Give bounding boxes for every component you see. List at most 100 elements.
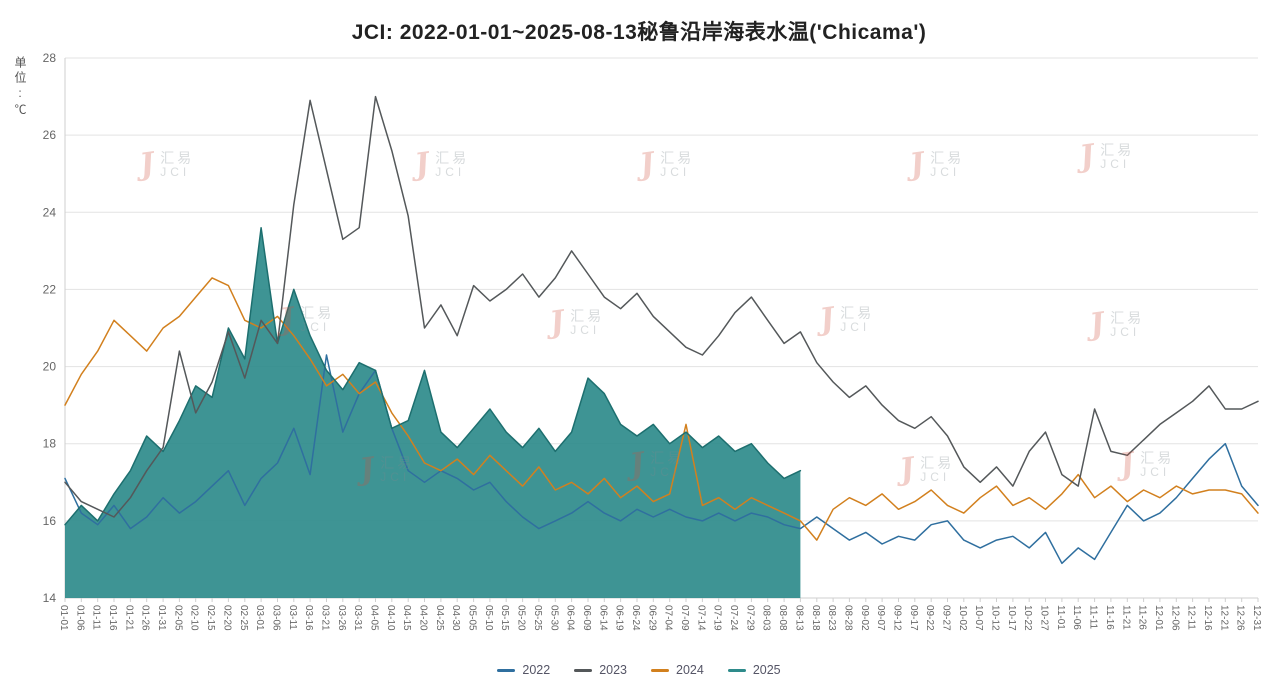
x-tick-label: 08-13 (793, 605, 804, 631)
series-line-2022 (64, 354, 1259, 565)
series-line-2024 (64, 277, 1259, 541)
legend-item-2022[interactable]: 2022 (497, 663, 550, 677)
x-tick-label: 03-21 (320, 605, 331, 631)
x-tick-label: 12-31 (1251, 605, 1262, 631)
chart-canvas[interactable]: 14 16 18 20 22 24 26 28 01-01 01-06 01-11 01-16 01-2… (0, 50, 1278, 650)
x-tick-label: 05-30 (548, 605, 559, 631)
x-tick-label: 06-14 (597, 605, 608, 631)
x-tick-label: 10-12 (990, 605, 1001, 631)
x-tick-label: 09-07 (875, 605, 886, 631)
x-tick-label: 12-06 (1169, 605, 1180, 631)
x-tick-label: 06-29 (646, 605, 657, 631)
x-tick-label: 04-25 (434, 605, 445, 631)
legend-label-2025: 2025 (752, 663, 781, 677)
x-tick-label: 04-15 (401, 605, 412, 631)
y-tick-label: 22 (43, 282, 57, 296)
x-tick-label: 06-19 (614, 605, 625, 631)
x-tick-label: 09-22 (924, 605, 935, 631)
y-tick-label: 14 (43, 591, 57, 605)
x-tick-label: 07-09 (679, 605, 690, 631)
x-tick-label: 01-01 (58, 605, 69, 631)
x-tick-label: 01-06 (74, 605, 85, 631)
legend-item-2023[interactable]: 2023 (574, 663, 627, 677)
legend-swatch-2022 (497, 668, 516, 672)
legend-item-2024[interactable]: 2024 (651, 663, 704, 677)
series-line-2025 (64, 226, 802, 526)
chart-area: 14 16 18 20 22 24 26 28 01-01 01-06 01-11 01-16 01-2… (0, 50, 1278, 650)
x-tick-label: 03-11 (287, 605, 298, 630)
x-tick-label: 09-12 (892, 605, 903, 631)
x-tick-label: 06-24 (630, 605, 641, 631)
x-tick-label: 08-23 (826, 605, 837, 631)
x-tick-label: 10-27 (1039, 605, 1050, 631)
chart-legend: 2022 2023 2024 2025 (0, 663, 1278, 677)
x-tick-label: 02-10 (189, 605, 200, 631)
legend-item-2025[interactable]: 2025 (727, 663, 781, 677)
x-tick-label: 01-21 (123, 605, 134, 631)
x-tick-label: 11-16 (1104, 605, 1115, 630)
x-tick-label: 01-31 (156, 605, 167, 631)
x-tick-label: 03-16 (303, 605, 314, 631)
x-tick-label: 12-16 (1202, 605, 1213, 631)
x-tick-label: 12-21 (1218, 605, 1229, 631)
x-tick-label: 06-04 (565, 605, 576, 631)
y-axis-unit-label: 单位:℃ (13, 56, 27, 118)
x-tick-label: 05-05 (467, 605, 478, 631)
series-line-2023 (64, 95, 1259, 518)
x-tick-label: 11-26 (1137, 605, 1148, 630)
y-tick-label: 24 (43, 205, 57, 219)
x-tick-label: 10-07 (973, 605, 984, 631)
x-tick-label: 07-24 (728, 605, 739, 631)
x-tick-label: 02-25 (238, 605, 249, 631)
x-tick-label: 09-02 (859, 605, 870, 631)
x-tick-label: 03-01 (254, 605, 265, 631)
x-tick-label: 05-10 (483, 605, 494, 631)
legend-label-2023: 2023 (599, 663, 627, 677)
x-tick-label: 11-21 (1120, 605, 1131, 630)
x-tick-label: 11-11 (1088, 605, 1099, 630)
x-tick-label: 05-15 (499, 605, 510, 631)
legend-label-2024: 2024 (676, 663, 704, 677)
y-tick-label: 28 (43, 51, 57, 65)
x-tick-label: 10-17 (1006, 605, 1017, 631)
legend-swatch-2023 (574, 668, 593, 672)
x-tick-label: 02-05 (172, 605, 183, 631)
y-tick-label: 26 (43, 128, 57, 142)
x-tick-label: 01-16 (107, 605, 118, 631)
x-tick-label: 09-27 (941, 605, 952, 631)
x-tick-label: 01-26 (140, 605, 151, 631)
x-tick-label: 01-11 (91, 605, 102, 630)
x-tick-label: 10-22 (1022, 605, 1033, 631)
chart-title: JCI: 2022-01-01~2025-08-13秘鲁沿岸海表水温('Chic… (351, 21, 927, 44)
x-tick-label: 07-19 (712, 605, 723, 631)
x-tick-label: 07-04 (663, 605, 674, 631)
x-tick-label: 05-20 (516, 605, 527, 631)
x-tick-label: 08-03 (761, 605, 772, 631)
x-tick-label: 10-02 (957, 605, 968, 631)
legend-swatch-2025 (727, 668, 746, 672)
x-tick-label: 08-28 (842, 605, 853, 631)
y-tick-label: 18 (43, 437, 57, 451)
series-area-2025 (65, 227, 801, 598)
y-tick-label: 20 (43, 360, 57, 374)
x-tick-label: 04-05 (369, 605, 380, 631)
x-tick-label: 04-20 (418, 605, 429, 631)
x-tick-label: 07-14 (695, 605, 706, 631)
x-tick-label: 08-18 (810, 605, 821, 631)
x-tick-label: 03-06 (271, 605, 282, 631)
x-tick-label: 06-09 (581, 605, 592, 631)
legend-label-2022: 2022 (522, 663, 551, 677)
x-tick-label: 02-15 (205, 605, 216, 631)
x-tick-label: 11-06 (1071, 605, 1082, 630)
x-tick-label: 04-30 (450, 605, 461, 631)
x-tick-label: 04-10 (385, 605, 396, 631)
x-tick-label: 07-29 (744, 605, 755, 631)
x-tick-label: 09-17 (908, 605, 919, 631)
y-tick-label: 16 (43, 514, 57, 528)
x-tick-label: 03-26 (336, 605, 347, 631)
x-tick-label: 12-01 (1153, 605, 1164, 631)
x-tick-label: 02-20 (221, 605, 232, 631)
x-tick-label: 03-31 (352, 605, 363, 631)
x-tick-label: 12-11 (1186, 605, 1197, 630)
